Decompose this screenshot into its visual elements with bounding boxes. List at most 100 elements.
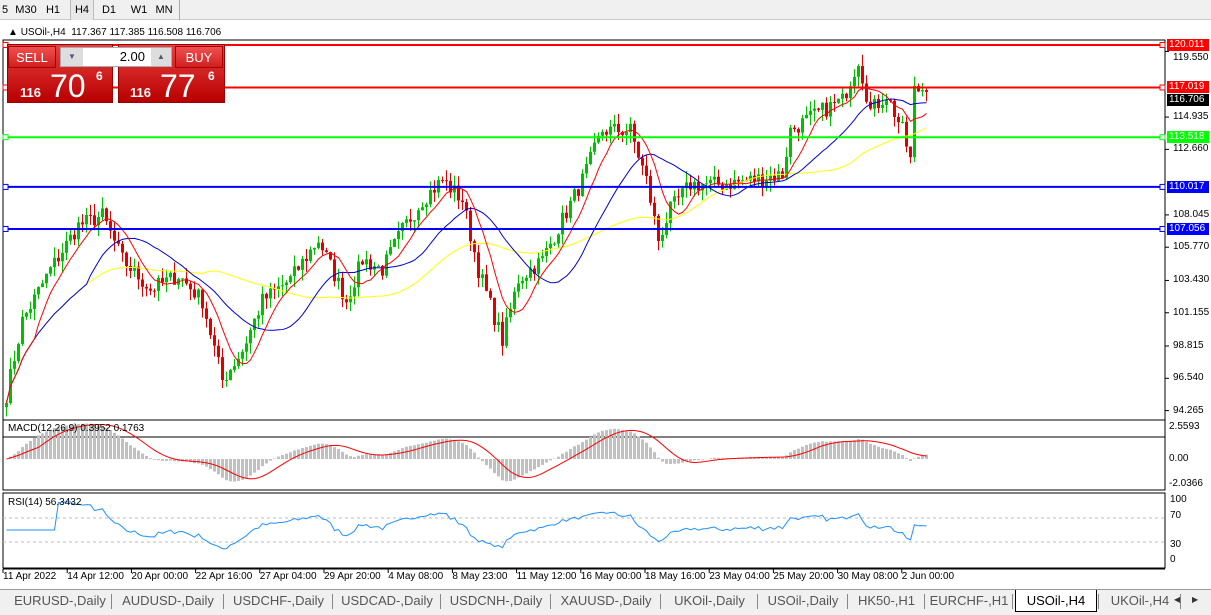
candle-body <box>809 110 812 115</box>
macd-histogram-bar <box>165 459 168 461</box>
buy-button[interactable]: BUY <box>175 46 223 68</box>
macd-histogram-bar <box>669 459 672 464</box>
macd-histogram-bar <box>721 458 724 459</box>
candle-body <box>181 278 184 280</box>
candle-body <box>341 277 344 300</box>
candle-body <box>337 277 340 282</box>
candle-body <box>617 123 620 133</box>
tab-separator <box>757 594 758 609</box>
timeframe-d1[interactable]: D1 <box>101 4 117 16</box>
timeframe-w1[interactable]: W1 <box>130 4 148 16</box>
timeframe-5[interactable]: 5 <box>1 4 9 16</box>
increase-lot-icon[interactable]: ▲ <box>151 48 171 66</box>
macd-histogram-bar <box>173 459 176 462</box>
candle-body <box>249 330 252 344</box>
time-tick-label: 18 May 16:00 <box>645 571 706 582</box>
candle-body <box>113 230 116 241</box>
candle-body <box>481 274 484 278</box>
tab-eurchf-h1[interactable]: EURCHF-,H1 <box>929 593 1009 608</box>
macd-histogram-bar <box>469 448 472 459</box>
timeframe-h1[interactable]: H1 <box>45 4 61 16</box>
candle-body <box>805 114 808 119</box>
tab-xauusd-daily[interactable]: XAUUSD-,Daily <box>560 593 652 608</box>
tab-usoil-h4[interactable]: USOil-,H4 <box>1015 590 1097 612</box>
decrease-lot-icon[interactable]: ▼ <box>61 48 83 66</box>
tab-usdcnh-daily[interactable]: USDCNH-,Daily <box>449 593 543 608</box>
candle-body <box>245 343 248 352</box>
tab-usdcad-daily[interactable]: USDCAD-,Daily <box>341 593 433 608</box>
tab-audusd-daily[interactable]: AUDUSD-,Daily <box>122 593 214 608</box>
candle-body <box>821 102 824 110</box>
macd-histogram-bar <box>769 457 772 459</box>
candle-body <box>85 214 88 225</box>
hline-price-label: 107.056 <box>1167 222 1209 235</box>
candle-body <box>281 285 284 287</box>
line-handle-right <box>1159 84 1166 91</box>
tab-separator <box>1098 594 1099 609</box>
macd-histogram-bar <box>89 423 92 459</box>
macd-histogram-bar <box>233 459 236 482</box>
candle-body <box>769 175 772 181</box>
candle-body <box>13 361 16 369</box>
sell-button[interactable]: SELL <box>8 46 56 68</box>
chart-header: ▲ USOil-,H4 117.367 117.385 116.508 116.… <box>8 27 221 38</box>
timeframe-m30[interactable]: M30 <box>15 4 37 16</box>
macd-histogram-bar <box>65 425 68 459</box>
candle-body <box>465 202 468 211</box>
macd-histogram-bar <box>629 431 632 459</box>
candle-body <box>161 277 164 283</box>
candle-body <box>469 210 472 242</box>
candle-body <box>17 344 20 362</box>
macd-histogram-bar <box>445 438 448 459</box>
candle-body <box>201 289 204 309</box>
candle-body <box>409 219 412 222</box>
collapse-triangle-icon[interactable]: ▲ <box>8 27 18 38</box>
tab-eurusd-daily[interactable]: EURUSD-,Daily <box>14 593 106 608</box>
chart-tabs: EURUSD-,Daily AUDUSD-,Daily USDCHF-,Daily U… <box>0 589 1211 615</box>
candle-body <box>673 196 676 202</box>
macd-histogram-bar <box>845 441 848 459</box>
candle-body <box>53 257 56 268</box>
price-tick-label: 101.155 <box>1173 306 1210 318</box>
tab-ukoil-h4[interactable]: UKOil-,H4 <box>1110 593 1170 608</box>
candle-body <box>517 283 520 292</box>
macd-histogram-bar <box>145 456 148 459</box>
scroll-right-icon[interactable]: ▶ <box>1192 595 1199 604</box>
tab-separator <box>440 594 441 609</box>
ma-fast-line <box>6 87 927 404</box>
candle-body <box>145 286 148 289</box>
macd-tick-label: -2.0366 <box>1169 478 1203 489</box>
tab-ukoil-daily[interactable]: UKOil-,Daily <box>674 593 745 608</box>
main-pane-frame <box>2 39 1166 438</box>
macd-histogram-bar <box>813 442 816 459</box>
line-handle-right <box>1159 42 1166 48</box>
candle-body <box>689 182 692 190</box>
chart-canvas[interactable] <box>0 20 1211 590</box>
macd-histogram-bar <box>869 443 872 459</box>
macd-histogram-bar <box>905 457 908 459</box>
candle-body <box>81 222 84 225</box>
price-tick-label: 96.540 <box>1173 372 1204 384</box>
candle-body <box>605 131 608 135</box>
candle-body <box>433 189 436 193</box>
price-tick-label: 112.660 <box>1173 143 1209 155</box>
timeframe-mn[interactable]: MN <box>155 4 173 16</box>
candle-body <box>397 231 400 240</box>
candle-body <box>577 189 580 196</box>
macd-histogram-bar <box>285 453 288 459</box>
candle-body <box>453 185 456 193</box>
timeframe-h4[interactable]: H4 <box>70 0 94 20</box>
macd-histogram-bar <box>653 452 656 459</box>
macd-histogram-bar <box>105 427 108 459</box>
scroll-left-icon[interactable]: ◀ <box>1174 595 1181 604</box>
candle-body <box>549 243 552 248</box>
macd-histogram-bar <box>821 441 824 459</box>
tab-usoil-daily[interactable]: USOil-,Daily <box>767 593 839 608</box>
candle-body <box>589 151 592 164</box>
tab-usdchf-daily[interactable]: USDCHF-,Daily <box>233 593 324 608</box>
macd-histogram-bar <box>345 454 348 459</box>
lot-size-input[interactable]: ▼ 2.00 ▲ <box>60 47 172 67</box>
macd-histogram-bar <box>245 459 248 479</box>
tab-hk50-h1[interactable]: HK50-,H1 <box>857 593 916 608</box>
lot-value[interactable]: 2.00 <box>119 49 145 64</box>
